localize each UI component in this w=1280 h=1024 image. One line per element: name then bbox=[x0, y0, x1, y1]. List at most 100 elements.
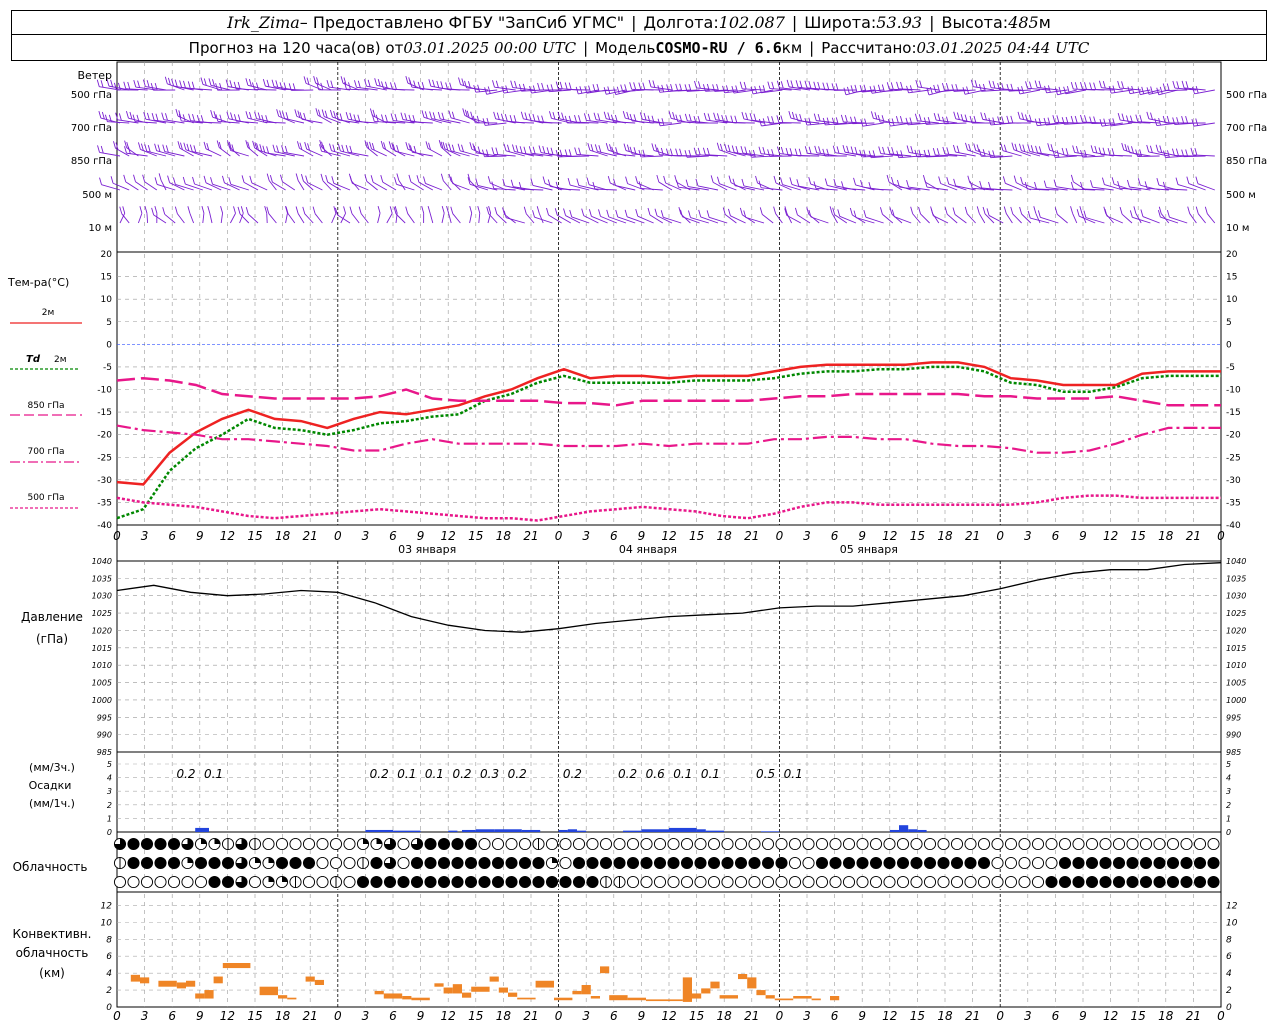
x-tick-temp: 12 bbox=[661, 529, 676, 543]
conv-bar bbox=[682, 977, 692, 1002]
wind-barb-flag bbox=[946, 116, 949, 124]
wind-barb-flag bbox=[1117, 80, 1121, 89]
conv-bar bbox=[452, 984, 462, 994]
cloud-symbol bbox=[1099, 875, 1112, 889]
wind-barb-flag bbox=[762, 118, 766, 126]
wind-barb-flag bbox=[151, 207, 155, 215]
wind-barb-flag bbox=[167, 175, 171, 183]
x-tick-bottom: 3 bbox=[1024, 1009, 1032, 1023]
wind-barb-flag bbox=[919, 80, 923, 88]
wind-barb-flag bbox=[739, 207, 743, 215]
wind-barb bbox=[1135, 213, 1142, 224]
cloud-symbol bbox=[1207, 837, 1220, 851]
wind-barb-flag bbox=[1070, 115, 1074, 124]
wind-barb-flag bbox=[174, 79, 178, 87]
cloud-symbol bbox=[964, 875, 977, 889]
wind-barb-flag bbox=[695, 178, 699, 187]
wind-barb-flag bbox=[731, 85, 735, 94]
wind-barb-flag bbox=[316, 77, 319, 85]
temp-tick-left: 5 bbox=[106, 318, 112, 328]
wind-barb-flag bbox=[900, 81, 903, 90]
wind-barb-flag bbox=[358, 206, 362, 214]
wind-barb-flag bbox=[405, 141, 409, 150]
conv-bar bbox=[434, 983, 444, 987]
precip-tick-right: 4 bbox=[1226, 774, 1231, 783]
wind-barb-flag bbox=[492, 80, 495, 88]
wind-barb-flag bbox=[469, 142, 473, 150]
wind-barb-flag bbox=[725, 85, 729, 93]
wind-barb-flag bbox=[390, 82, 393, 90]
wind-barb-flag bbox=[719, 143, 723, 152]
cloud-symbol bbox=[707, 875, 721, 889]
wind-barb-flag bbox=[1080, 114, 1083, 123]
wind-barb-flag bbox=[441, 206, 445, 214]
cloud-symbol bbox=[1018, 856, 1031, 870]
wind-barb bbox=[786, 214, 802, 224]
wind-barb-flag bbox=[622, 111, 626, 119]
wind-barb-flag bbox=[332, 144, 336, 152]
wind-barb-flag bbox=[1061, 147, 1065, 156]
x-tick-temp: 18 bbox=[1158, 529, 1174, 543]
wind-barb-flag bbox=[1052, 150, 1056, 158]
wind-barb-flag bbox=[161, 112, 165, 120]
wind-barb-flag bbox=[843, 87, 847, 95]
wind-barb-flag bbox=[275, 80, 279, 88]
wind-barb bbox=[314, 213, 323, 224]
wind-barb-flag bbox=[960, 114, 964, 122]
wind-barb-flag bbox=[1156, 177, 1160, 186]
wind-barb-flag bbox=[259, 144, 263, 152]
cloud-symbol bbox=[113, 875, 127, 889]
wind-barb-flag bbox=[563, 208, 566, 216]
cloud-symbol bbox=[491, 856, 505, 870]
wind-barb-flag bbox=[249, 175, 253, 184]
wind-barb-flag bbox=[654, 208, 658, 216]
wind-barb-flag bbox=[727, 208, 731, 216]
wind-barb-flag bbox=[321, 109, 325, 117]
wind-barb-flag bbox=[1192, 86, 1195, 94]
wind-barb-flag bbox=[1137, 178, 1141, 186]
wind-barb-flag bbox=[657, 118, 661, 126]
wind-barb bbox=[637, 215, 654, 224]
wind-barb-flag bbox=[186, 143, 190, 151]
wind-barb-flag bbox=[930, 208, 934, 216]
wind-barb-flag bbox=[372, 109, 376, 118]
wind-barb-flag bbox=[233, 114, 237, 122]
wind-barb-flag bbox=[826, 82, 830, 90]
wind-barb-flag bbox=[101, 111, 105, 120]
wind-barb bbox=[169, 182, 185, 191]
wind-barb-flag bbox=[1149, 145, 1153, 153]
wind-barb bbox=[571, 216, 590, 224]
cloud-symbol bbox=[505, 856, 518, 870]
wind-barb-flag bbox=[304, 141, 308, 150]
cloud-symbol bbox=[424, 856, 437, 870]
wind-barb-flag bbox=[254, 111, 258, 119]
wind-barb-flag bbox=[937, 84, 941, 92]
cloud-symbol bbox=[1139, 856, 1153, 870]
wind-barb-flag bbox=[1108, 86, 1112, 94]
wind-barb-flag bbox=[495, 147, 499, 155]
wind-barb-flag bbox=[853, 210, 857, 218]
temp-tick-left: -25 bbox=[97, 453, 112, 463]
wind-barb-flag bbox=[680, 209, 683, 217]
wind-barb-flag bbox=[831, 117, 835, 125]
wind-barb-flag bbox=[494, 206, 498, 215]
wind-barb-flag bbox=[341, 144, 345, 152]
temp-tick-right: -25 bbox=[1226, 453, 1241, 463]
wind-barb-flag bbox=[942, 146, 946, 155]
cloud-symbol bbox=[910, 856, 923, 870]
wind-barb-flag bbox=[592, 181, 596, 190]
wind-barb-flag bbox=[237, 114, 241, 122]
conv-bar bbox=[305, 976, 315, 982]
cloud-symbol bbox=[181, 875, 194, 889]
x-tick-temp: 6 bbox=[610, 529, 618, 543]
wind-barb-flag bbox=[1025, 114, 1028, 122]
wind-barb bbox=[1177, 184, 1197, 191]
wind-barb-flag bbox=[162, 207, 166, 215]
wind-barb-flag bbox=[1185, 115, 1189, 124]
wind-barb-flag bbox=[369, 108, 373, 116]
wind-barb bbox=[899, 186, 921, 191]
wind-barb bbox=[656, 215, 673, 224]
wind-barb-flag bbox=[780, 177, 783, 185]
wind-barb-flag bbox=[933, 84, 937, 93]
